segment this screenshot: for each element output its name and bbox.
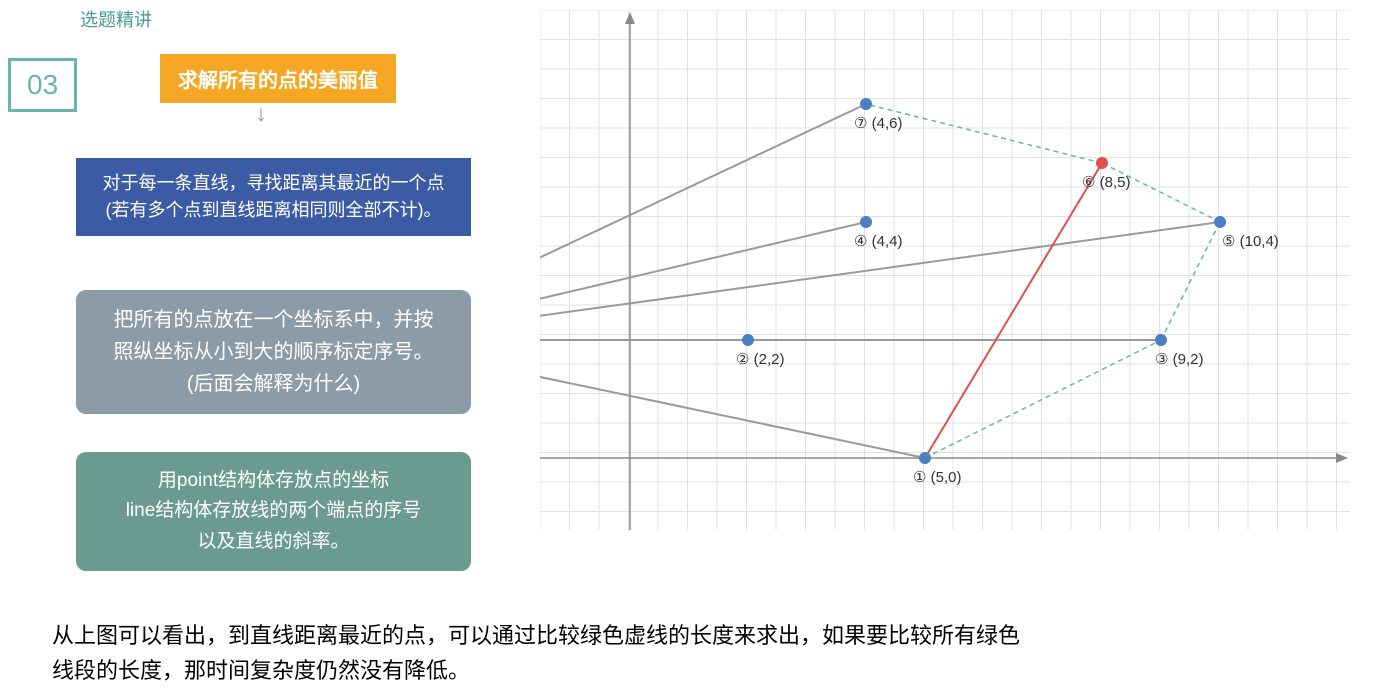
svg-text:⑦ (4,6): ⑦ (4,6): [854, 115, 902, 132]
blue-description-box: 对于每一条直线，寻找距离其最近的一个点 (若有多个点到直线距离相同则全部不计)。: [76, 158, 471, 236]
arrow-down-icon: ↓: [255, 100, 267, 128]
gray-line-2: 照纵坐标从小到大的顺序标定序号。: [88, 336, 459, 368]
section-label: 选题精讲: [80, 6, 152, 32]
title-box: 求解所有的点的美丽值: [160, 54, 396, 103]
green-line-3: 以及直线的斜率。: [88, 527, 459, 557]
green-description-box: 用point结构体存放点的坐标 line结构体存放线的两个端点的序号 以及直线的…: [76, 452, 471, 571]
svg-text:⑤ (10,4): ⑤ (10,4): [1222, 233, 1279, 250]
coordinate-chart: ① (5,0) ② (2,2) ③ (9,2) ④ (4,4) ⑤ (10,4) ⑥ (8…: [540, 10, 1350, 535]
svg-text:③ (9,2): ③ (9,2): [1155, 351, 1203, 368]
svg-text:① (5,0): ① (5,0): [913, 469, 961, 486]
blue-line-2: (若有多个点到直线距离相同则全部不计)。: [86, 197, 461, 224]
footer-line-1: 从上图可以看出，到直线距离最近的点，可以通过比较绿色虚线的长度来求出，如果要比较…: [52, 618, 1332, 653]
blue-line-1: 对于每一条直线，寻找距离其最近的一个点: [86, 170, 461, 197]
green-line-1: 用point结构体存放点的坐标: [88, 466, 459, 496]
footer-text: 从上图可以看出，到直线距离最近的点，可以通过比较绿色虚线的长度来求出，如果要比较…: [52, 618, 1332, 688]
gray-line-3: (后面会解释为什么): [88, 368, 459, 400]
footer-line-2: 线段的长度，那时间复杂度仍然没有降低。: [52, 653, 1332, 688]
section-number-badge: 03: [8, 58, 77, 112]
svg-text:⑥ (8,5): ⑥ (8,5): [1082, 174, 1130, 191]
chart-svg: ① (5,0) ② (2,2) ③ (9,2) ④ (4,4) ⑤ (10,4) ⑥ (8…: [540, 10, 1350, 530]
gray-line-1: 把所有的点放在一个坐标系中，并按: [88, 304, 459, 336]
svg-text:④ (4,4): ④ (4,4): [854, 233, 902, 250]
green-line-2: line结构体存放线的两个端点的序号: [88, 496, 459, 526]
gray-description-box: 把所有的点放在一个坐标系中，并按 照纵坐标从小到大的顺序标定序号。 (后面会解释…: [76, 290, 471, 414]
svg-text:② (2,2): ② (2,2): [736, 351, 784, 368]
